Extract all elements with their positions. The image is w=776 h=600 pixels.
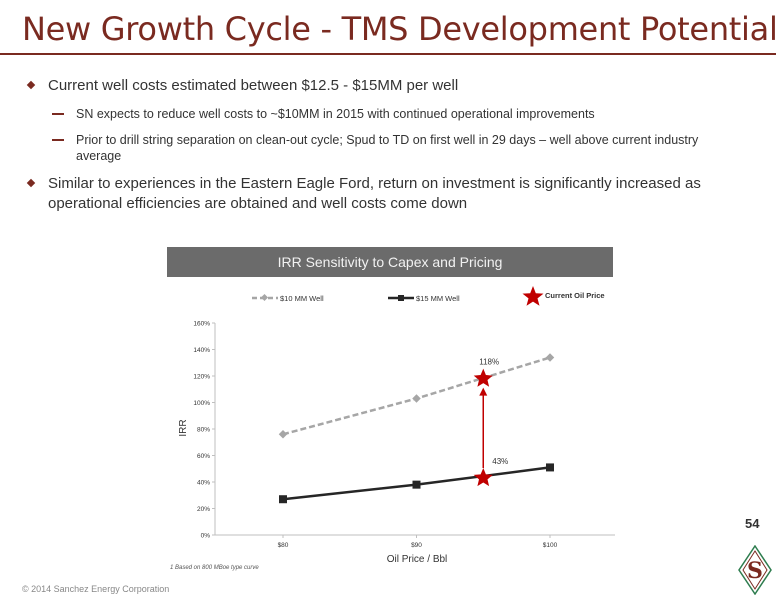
current-price-star — [473, 468, 493, 487]
logo-letter: S — [747, 558, 763, 584]
x-tick-label: $90 — [411, 542, 422, 549]
sub-bullet-2-text: Prior to drill string separation on clea… — [76, 133, 699, 163]
sub-bullet-2: Prior to drill string separation on clea… — [28, 132, 728, 164]
y-tick-label: 40% — [197, 480, 210, 487]
y-tick-label: 80% — [197, 427, 210, 434]
copyright: © 2014 Sanchez Energy Corporation — [22, 584, 170, 594]
series-10mm-point — [545, 353, 555, 362]
y-tick-label: 140% — [193, 347, 210, 354]
series-15mm-point — [412, 480, 421, 489]
bullet-2: Similar to experiences in the Eastern Ea… — [26, 174, 728, 214]
x-tick-label: $80 — [278, 542, 289, 549]
x-tick-label: $100 — [543, 542, 558, 549]
chart-axes: 0% 20% 40% 60% 80% 100% 120% 140% 160% $80 $90 $100 — [193, 321, 615, 549]
current-price-star — [473, 368, 493, 387]
y-tick-label: 100% — [193, 400, 210, 407]
chart-marks: 118% 43% — [278, 353, 555, 504]
x-axis-label: Oil Price / Bbl — [387, 554, 448, 565]
series-15mm-point — [546, 463, 554, 472]
y-tick-label: 60% — [197, 453, 210, 460]
legend-15mm-marker — [398, 295, 404, 301]
chart-legend: $10 MM Well $15 MM Well Current Oil Pric… — [252, 286, 605, 306]
y-axis-label: IRR — [178, 419, 189, 436]
footnote: 1 Based on 800 MBoe type curve — [170, 565, 259, 571]
page-title: New Growth Cycle - TMS Development Poten… — [22, 10, 776, 48]
series-10mm-point — [412, 394, 421, 403]
sub-bullet-1-text: SN expects to reduce well costs to ~$10M… — [76, 107, 595, 121]
arrow-head — [479, 387, 488, 396]
sub-bullet-dash-icon — [52, 139, 64, 141]
bullet-1-text: Current well costs estimated between $12… — [48, 77, 459, 94]
y-tick-label: 120% — [193, 374, 210, 381]
bullet-2-text: Similar to experiences in the Eastern Ea… — [48, 175, 701, 212]
current-price-label: 43% — [492, 457, 508, 466]
legend-10mm-label: $10 MM Well — [280, 294, 324, 303]
legend-10mm-marker — [260, 293, 269, 302]
y-tick-label: 0% — [201, 533, 211, 540]
sub-bullet-1: SN expects to reduce well costs to ~$10M… — [28, 106, 728, 122]
bullet-1: Current well costs estimated between $12… — [26, 76, 728, 96]
legend-15mm-label: $15 MM Well — [416, 294, 460, 303]
sub-bullet-dash-icon — [52, 113, 64, 115]
bullet-list: Current well costs estimated between $12… — [26, 76, 728, 224]
series-15mm-point — [279, 495, 287, 504]
y-tick-label: 20% — [197, 506, 210, 513]
series-10mm-point — [278, 430, 288, 439]
sanchez-logo: S — [738, 545, 772, 595]
legend-current-price-label: Current Oil Price — [545, 291, 605, 300]
title-underline — [0, 53, 776, 55]
current-price-label: 118% — [479, 358, 499, 367]
y-tick-label: 160% — [193, 321, 210, 328]
legend-star-icon — [522, 286, 544, 306]
chart-header: IRR Sensitivity to Capex and Pricing — [167, 247, 613, 277]
page-number: 54 — [745, 516, 760, 531]
